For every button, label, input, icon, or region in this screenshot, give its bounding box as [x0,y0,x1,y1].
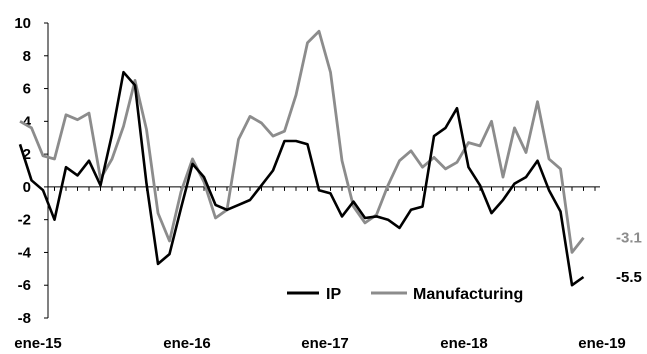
legend: IP Manufacturing [287,286,523,303]
x-tick-label: ene-19 [578,335,626,352]
x-axis: ene-15 ene-16 ene-17 ene-18 ene-19 [14,186,626,352]
y-tick-label: 4 [23,113,32,130]
end-value-label: -5.5 [616,269,642,286]
y-tick-label: -4 [18,244,32,261]
y-tick-label: -6 [18,277,31,294]
y-tick-label: -2 [18,212,31,229]
x-tick-label: ene-17 [301,335,349,352]
y-axis: 10 8 6 4 2 0 -2 -4 -6 -8 [14,15,49,327]
x-tick-label: ene-18 [440,335,488,352]
y-tick-label: 6 [23,81,31,98]
series-line-ip [18,70,585,287]
y-tick-label: 8 [23,48,31,65]
legend-label: IP [326,286,341,303]
legend-label: Manufacturing [413,286,523,303]
x-tick-label: ene-16 [163,335,211,352]
series-line-manufacturing [19,29,585,254]
x-tick-label: ene-15 [14,335,62,352]
y-tick-label: -8 [18,310,31,327]
series-lines [18,29,585,287]
y-tick-label: 0 [23,179,31,196]
end-value-label: -3.1 [616,230,642,247]
y-tick-label: 2 [23,146,31,163]
end-labels: -5.5 -3.1 [616,230,642,286]
y-tick-label: 10 [14,15,31,32]
